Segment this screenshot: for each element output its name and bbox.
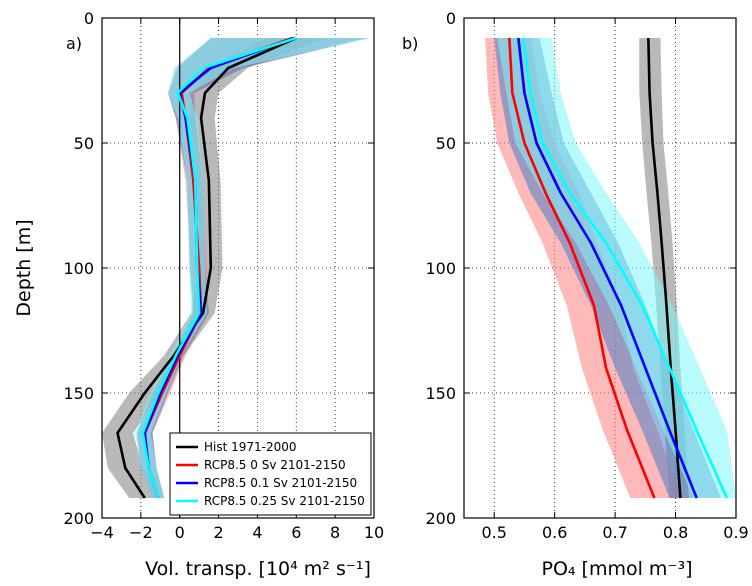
x-tick-label: 0.5 bbox=[481, 523, 506, 542]
x-tick-label: 0.8 bbox=[663, 523, 688, 542]
legend-label-rcp0: RCP8.5 0 Sv 2101-2150 bbox=[204, 458, 346, 472]
x-tick-label: 0 bbox=[175, 523, 185, 542]
series-line-rcp01 bbox=[517, 37, 698, 499]
legend-label-rcp01: RCP8.5 0.1 Sv 2101-2150 bbox=[204, 476, 357, 490]
series-line-hist bbox=[647, 37, 682, 499]
legend-box bbox=[169, 432, 372, 516]
y-axis-label: Depth [m] bbox=[13, 219, 35, 316]
band-rcp025 bbox=[135, 38, 373, 498]
x-tick-label: 10 bbox=[364, 523, 384, 542]
x-tick-label: 8 bbox=[330, 523, 340, 542]
series-line-rcp025 bbox=[141, 36, 297, 499]
legend-label-rcp025: RCP8.5 0.25 Sv 2101-2150 bbox=[204, 494, 365, 508]
panel-b-chart: 0.5 0.6 0.7 0.8 0.9 0 50 100 150 200 bbox=[425, 9, 748, 542]
legend: Hist 1971-2000 RCP8.5 0 Sv 2101-2150 RCP8.… bbox=[169, 432, 372, 516]
x-tick-label: 0.9 bbox=[723, 523, 748, 542]
y-tick-label: 0 bbox=[446, 9, 456, 28]
x-tick-label: 2 bbox=[213, 523, 223, 542]
y-tick-label: 200 bbox=[63, 509, 94, 528]
panel-b-label: b) bbox=[402, 34, 418, 53]
y-tick-label: 100 bbox=[425, 259, 456, 278]
panel-a-label: a) bbox=[66, 34, 82, 53]
y-tick-label: 100 bbox=[63, 259, 94, 278]
x-tick-label: −2 bbox=[129, 523, 153, 542]
y-tick-label: 150 bbox=[425, 384, 456, 403]
x-tick-label: 0.6 bbox=[542, 523, 567, 542]
x-tick-label: 4 bbox=[252, 523, 262, 542]
band-hist bbox=[102, 38, 326, 498]
y-tick-label: 50 bbox=[74, 134, 94, 153]
band-rcp01 bbox=[136, 38, 369, 498]
series-line-rcp0 bbox=[508, 37, 656, 499]
x-tick-label: 6 bbox=[291, 523, 301, 542]
x-tick-label: 0.7 bbox=[602, 523, 627, 542]
y-tick-label: 0 bbox=[84, 9, 94, 28]
y-tick-label: 50 bbox=[436, 134, 456, 153]
series-line-hist bbox=[116, 36, 297, 499]
x-tick-label: −4 bbox=[90, 523, 114, 542]
panel-a-x-axis-label: Vol. transp. [10⁴ m² s⁻¹] bbox=[145, 558, 371, 580]
legend-label-hist: Hist 1971-2000 bbox=[204, 440, 297, 454]
y-tick-label: 150 bbox=[63, 384, 94, 403]
series-line-rcp025 bbox=[521, 37, 729, 499]
y-tick-label: 200 bbox=[425, 509, 456, 528]
panel-b-x-axis-label: PO₄ [mmol m⁻³] bbox=[541, 558, 692, 580]
